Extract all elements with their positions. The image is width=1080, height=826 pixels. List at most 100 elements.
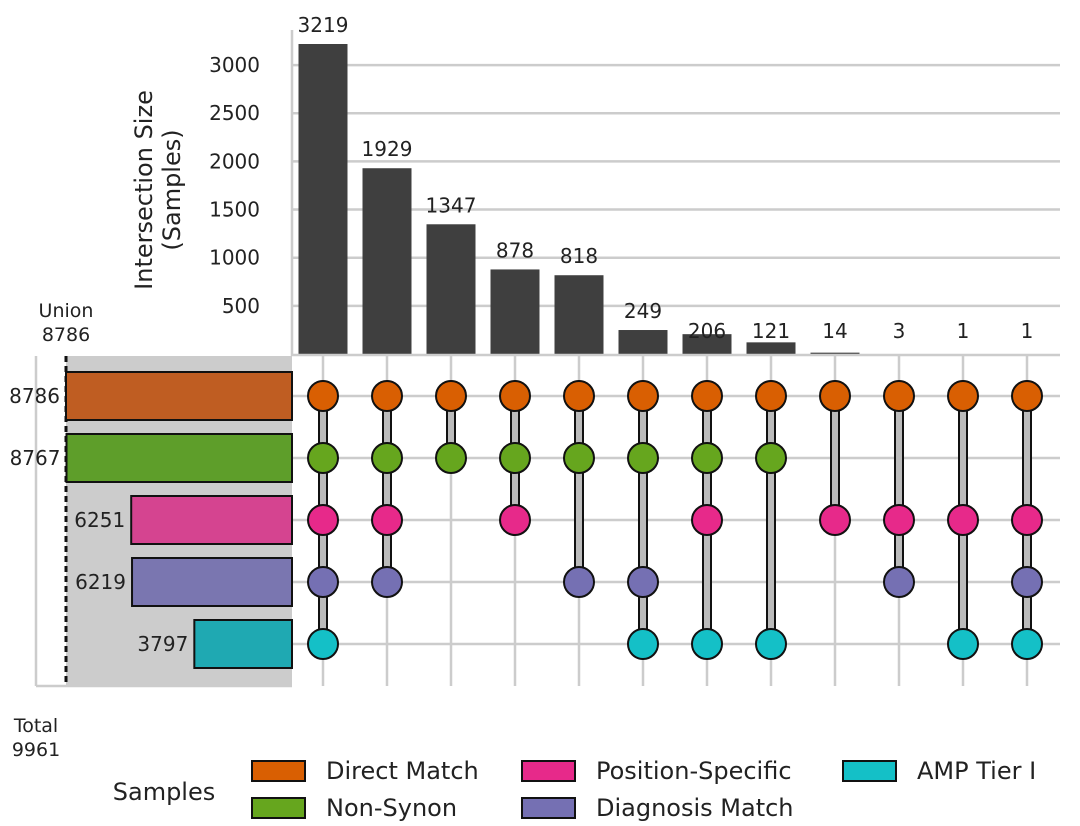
legend-label: Position-Specific [596,757,792,785]
membership-connector [638,395,648,645]
intersection-bar [298,44,348,354]
intersection-bar [426,224,476,354]
membership-connector [382,395,392,583]
y-tick-label: 1500 [209,198,260,222]
intersection-bar [554,275,604,354]
legend: Samples Direct Match Non-Synon Position-Sp… [113,757,1036,822]
y-tick-label: 3000 [209,53,260,77]
intersection-bars [298,44,860,354]
membership-dot [691,504,723,536]
intersection-bar [746,342,796,354]
membership-dot [883,504,915,536]
membership-connector [830,395,840,521]
set-size-bar [130,495,293,545]
matrix-grid [293,356,1060,686]
intersection-value-label: 1347 [426,193,477,217]
membership-dot [499,504,531,536]
y-tick-label: 500 [222,294,260,318]
intersection-value-label: 818 [560,244,598,268]
membership-dot [1011,566,1043,598]
membership-dot [947,380,979,412]
intersection-value-label: 1 [1021,319,1034,343]
set-size-bars: 8786 8767 6251 6219 3797 [9,371,293,669]
legend-label: Diagnosis Match [596,794,794,822]
legend-swatch [251,760,306,782]
set-size-bar [65,371,293,421]
membership-connector [894,395,904,583]
membership-dot [1011,628,1043,660]
legend-swatch [521,760,576,782]
membership-dot [371,442,403,474]
intersection-value-label: 3219 [298,13,349,37]
membership-connector [766,395,776,645]
membership-dot [691,628,723,660]
membership-dot [563,380,595,412]
membership-dot [307,628,339,660]
membership-dot [883,380,915,412]
set-size-label: 6219 [75,570,126,594]
membership-dot [691,442,723,474]
set-size-bar [193,619,293,669]
y-tick-label: 2500 [209,101,260,125]
membership-dot [947,628,979,660]
legend-swatch [251,797,306,819]
intersection-value-label: 878 [496,238,534,262]
membership-dot [755,442,787,474]
legend-swatch [521,797,576,819]
set-size-label: 6251 [74,508,125,532]
membership-dot [947,504,979,536]
set-size-label: 8767 [10,446,61,470]
total-label: Total [13,715,58,737]
set-size-bar [131,557,293,607]
intersection-labels: 3219 1929 1347 878 818 249 206 121 14 3 1 1 [298,13,1034,343]
membership-connector [574,395,584,583]
intersection-value-label: 1929 [362,137,413,161]
membership-dot [499,442,531,474]
legend-label: AMP Tier I [917,757,1036,785]
legend-label: Direct Match [326,757,479,785]
intersection-bar [618,330,668,354]
set-size-label: 3797 [137,632,188,656]
set-size-bar [65,433,293,483]
intersection-value-label: 14 [822,319,847,343]
membership-dot [691,380,723,412]
membership-dot [627,566,659,598]
y-tick-label: 1000 [209,246,260,270]
intersection-value-label: 1 [957,319,970,343]
union-value: 8786 [42,324,90,346]
membership-dot [371,504,403,536]
membership-dot [435,380,467,412]
intersection-value-label: 249 [624,299,662,323]
membership-dot [307,566,339,598]
intersection-value-label: 206 [688,319,726,343]
intersection-value-label: 121 [752,319,790,343]
membership-dot [627,628,659,660]
membership-dot [371,380,403,412]
membership-dot [627,380,659,412]
y-axis-label-line2: (Samples) [158,129,186,250]
membership-dot [563,566,595,598]
legend-label: Non-Synon [326,794,457,822]
intersection-bar [682,334,732,354]
membership-dot [307,504,339,536]
membership-dot [627,442,659,474]
legend-swatch [842,760,897,782]
legend-title: Samples [113,778,216,806]
membership-dot [563,442,595,474]
membership-dot [755,628,787,660]
membership-dot [755,380,787,412]
membership-dot [1011,504,1043,536]
membership-dot [819,380,851,412]
membership-dot [435,442,467,474]
intersection-bar [362,168,412,354]
y-tick-label: 2000 [209,149,260,173]
membership-dot [499,380,531,412]
union-label: Union [39,300,94,322]
membership-matrix [307,380,1043,660]
total-value: 9961 [12,739,60,761]
y-axis-label-line1: Intersection Size [130,90,158,290]
y-axis: 500 1000 1500 2000 2500 3000 [209,30,1060,357]
intersection-bar [490,269,540,354]
membership-dot [307,380,339,412]
